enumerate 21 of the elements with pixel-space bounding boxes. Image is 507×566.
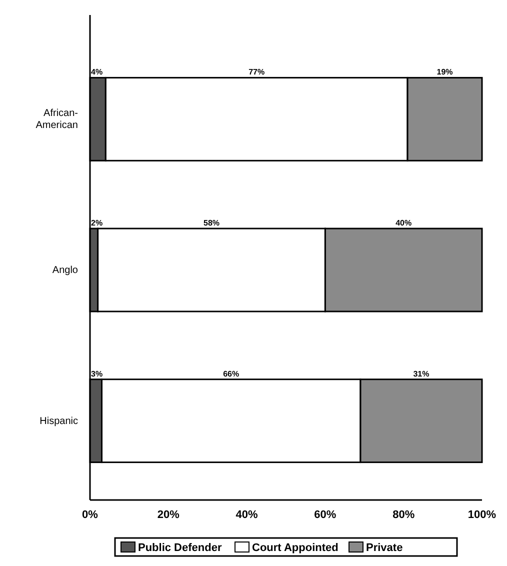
x-tick-label: 100%	[468, 509, 496, 521]
y-tick-label: Hispanic	[40, 415, 78, 426]
data-label: 4%	[91, 68, 103, 77]
data-label: 19%	[436, 68, 453, 77]
data-label: 3%	[91, 369, 103, 378]
data-label: 77%	[248, 68, 265, 77]
legend-label: Public Defender	[138, 542, 222, 554]
x-tick-label: 80%	[392, 509, 415, 521]
data-label: 66%	[223, 369, 240, 378]
x-tick-label: 60%	[314, 509, 336, 521]
data-label: 40%	[396, 218, 412, 228]
data-label: 31%	[413, 369, 430, 378]
x-tick-label: 0%	[82, 509, 98, 521]
y-tick-label: Anglo	[52, 264, 78, 276]
legend-label: Private	[366, 542, 403, 554]
x-tick-label: 20%	[157, 509, 180, 521]
data-label: 58%	[204, 218, 220, 228]
x-tick-label: 40%	[236, 509, 258, 521]
y-tick-label: African-American	[36, 108, 78, 131]
data-label: 2%	[91, 218, 103, 228]
legend-label: Court Appointed	[252, 542, 338, 554]
